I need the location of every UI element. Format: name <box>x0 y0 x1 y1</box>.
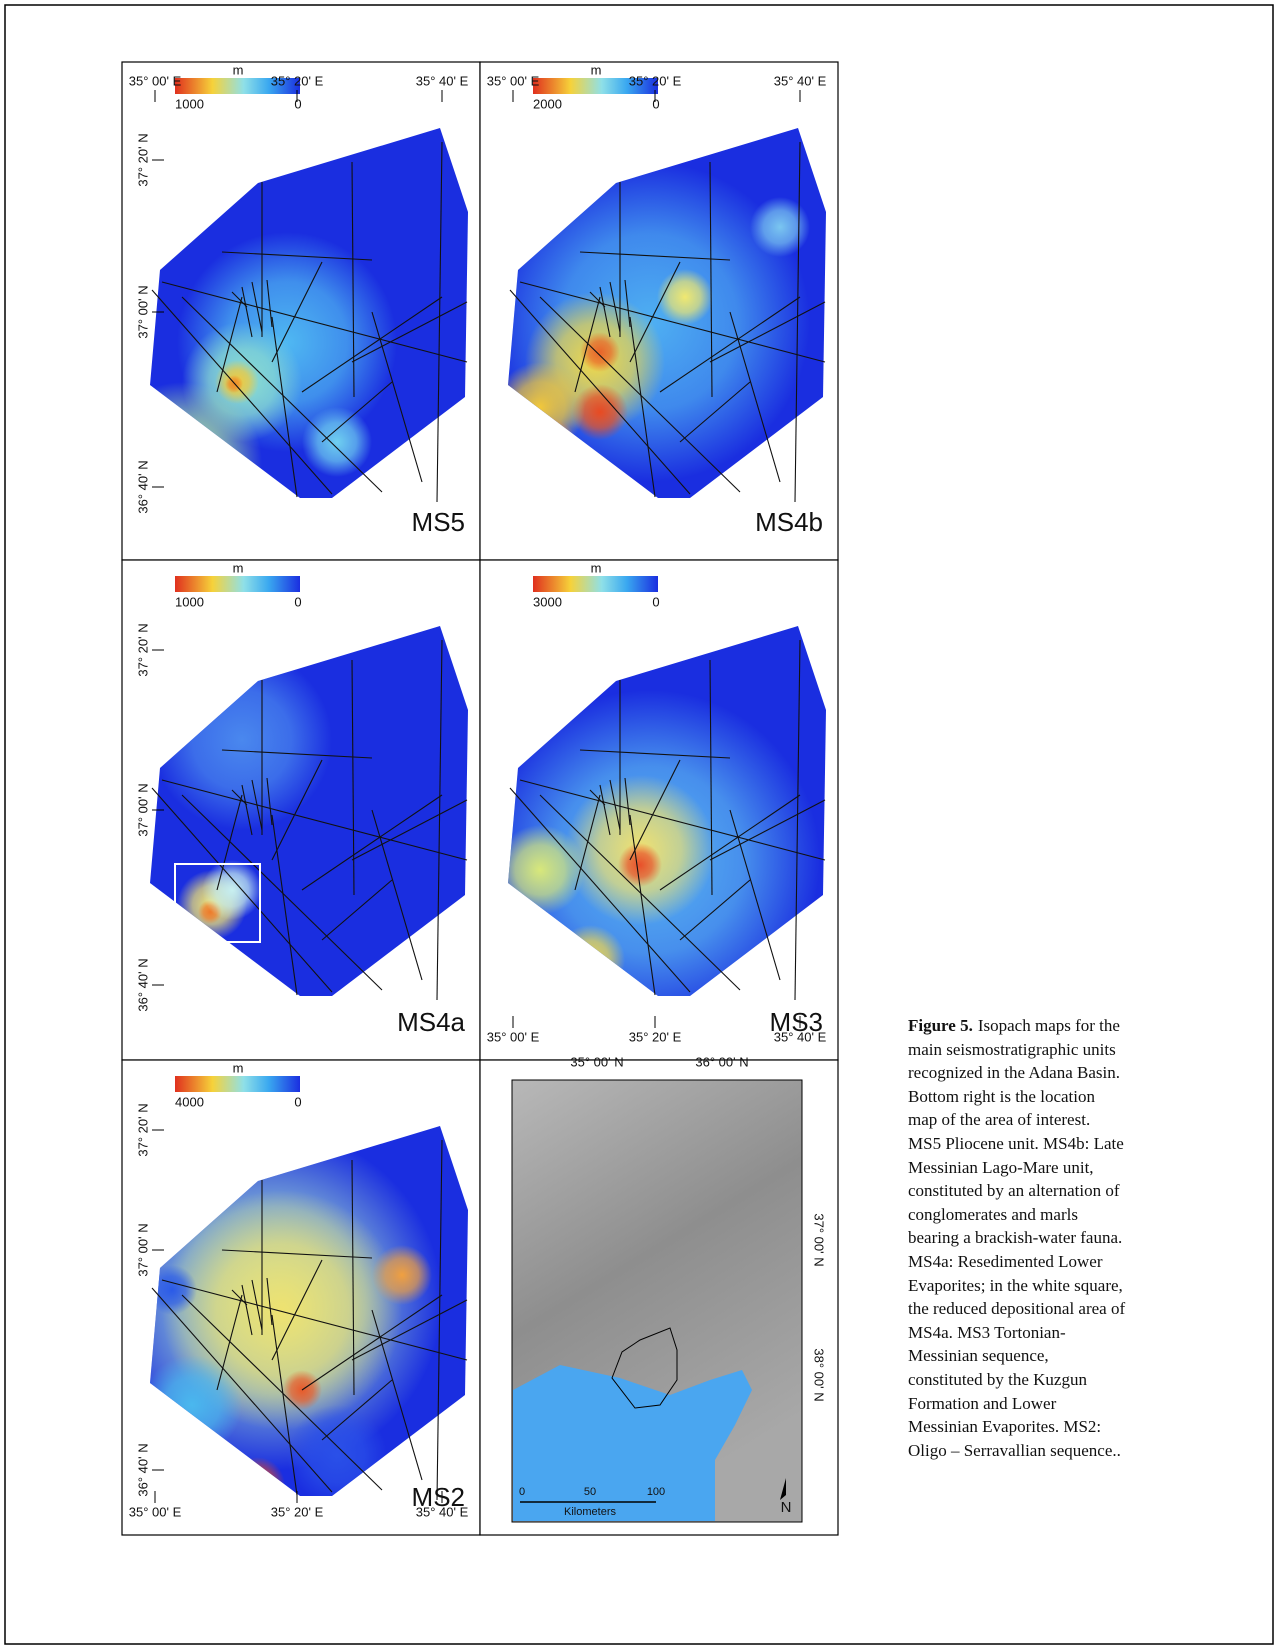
panel-label: MS3 <box>770 1007 823 1037</box>
caption-line: constituted by the Kuzgun <box>908 1370 1087 1389</box>
caption-line: the reduced depositional area of <box>908 1299 1125 1318</box>
caption-line: recognized in the Adana Basin. <box>908 1063 1120 1082</box>
longitude-label: 35° 20' E <box>271 1504 324 1519</box>
colorbar-unit: m <box>233 560 244 575</box>
longitude-label: 35° 20' E <box>271 73 324 88</box>
caption-line: main seismostratigraphic units <box>908 1040 1116 1059</box>
map-panel: m 1000 0 37° 20' N 37° 00' N 36° 40' N MS4a <box>122 560 480 1060</box>
panel-label: MS2 <box>412 1482 465 1512</box>
longitude-label: 35° 20' E <box>629 1029 682 1044</box>
colorbar-min: 0 <box>294 1094 301 1109</box>
colorbar-max: 1000 <box>175 96 204 111</box>
north-label: N <box>781 1499 792 1516</box>
latitude-label: 36° 40' N <box>135 1443 150 1496</box>
caption-line: MS4a: Resedimented Lower <box>908 1252 1103 1271</box>
colorbar-min: 0 <box>652 594 659 609</box>
latitude-label: 36° 40' N <box>135 958 150 1011</box>
longitude-label: 35° 40' E <box>416 73 469 88</box>
scale-label: 100 <box>647 1486 665 1498</box>
caption: Figure 5. Isopach maps for the main seismo… <box>908 1014 1248 1462</box>
caption-line: bearing a brackish-water fauna. <box>908 1228 1122 1247</box>
panel-label: MS4b <box>755 507 823 537</box>
map-longitude-label: 35° 00' N <box>570 1054 623 1069</box>
latitude-label: 37° 00' N <box>135 285 150 338</box>
colorbar-max: 3000 <box>533 594 562 609</box>
map-latitude-label: 38° 00' N <box>812 1348 827 1401</box>
panel-label: MS5 <box>412 507 465 537</box>
longitude-label: 35° 40' E <box>774 73 827 88</box>
scale-label: 0 <box>519 1486 525 1498</box>
caption-line: MS4a. MS3 Tortonian- <box>908 1323 1066 1342</box>
caption-line: Bottom right is the location <box>908 1087 1095 1106</box>
caption-line: Evaporites; in the white square, <box>908 1276 1123 1295</box>
colorbar-unit: m <box>233 62 244 77</box>
caption-line: MS5 Pliocene unit. MS4b: Late <box>908 1134 1124 1153</box>
latitude-label: 37° 00' N <box>135 1223 150 1276</box>
colorbar <box>175 576 300 592</box>
latitude-label: 37° 20' N <box>135 1103 150 1156</box>
caption-line: constituted by an alternation of <box>908 1181 1120 1200</box>
colorbar-max: 4000 <box>175 1094 204 1109</box>
latitude-label: 37° 20' N <box>135 623 150 676</box>
caption-line: Messinian Lago-Mare unit, <box>908 1158 1094 1177</box>
colorbar-unit: m <box>233 1060 244 1075</box>
caption-line: Oligo – Serravallian sequence.. <box>908 1441 1121 1460</box>
caption-line: Isopach maps for the <box>978 1016 1120 1035</box>
map-longitude-label: 36° 00' N <box>695 1054 748 1069</box>
scale-unit: Kilometers <box>564 1506 616 1518</box>
page: m1000035° 00' E35° 20' E35° 40' E37° 20'… <box>0 0 1278 1649</box>
colorbar-max: 2000 <box>533 96 562 111</box>
caption-line: conglomerates and marls <box>908 1205 1078 1224</box>
figure-label: Figure 5. <box>908 1016 973 1035</box>
colorbar <box>175 1076 300 1092</box>
colorbar-min: 0 <box>652 96 659 111</box>
latitude-label: 37° 20' N <box>135 133 150 186</box>
map-panel: m 1000 0 35° 00' E 35° 20' E 35° 40' E 37° 20'… <box>102 62 480 560</box>
caption-line: Messinian Evaporites. MS2: <box>908 1417 1101 1436</box>
caption-line: Formation and Lower <box>908 1394 1056 1413</box>
longitude-label: 35° 00' E <box>487 73 540 88</box>
latitude-label: 36° 40' N <box>135 460 150 513</box>
longitude-label: 35° 00' E <box>487 1029 540 1044</box>
latitude-label: 37° 00' N <box>135 783 150 836</box>
map-latitude-label: 37° 00' N <box>812 1213 827 1266</box>
longitude-label: 35° 20' E <box>629 73 682 88</box>
colorbar <box>533 576 658 592</box>
longitude-label: 35° 00' E <box>129 73 182 88</box>
map-panel: m 2000 0 35° 00' E 35° 20' E 35° 40' E MS4b <box>480 62 838 560</box>
longitude-label: 35° 00' E <box>129 1504 182 1519</box>
colorbar-unit: m <box>591 62 602 77</box>
panel-label: MS4a <box>397 1007 465 1037</box>
scale-label: 50 <box>584 1486 596 1498</box>
caption-line: Messinian sequence, <box>908 1346 1049 1365</box>
colorbar-min: 0 <box>294 96 301 111</box>
colorbar-min: 0 <box>294 594 301 609</box>
caption-line: map of the area of interest. <box>908 1110 1090 1129</box>
location-panel: 35° 00' N 36° 00' N 37° 00' N 38° 00' N 0 50 1… <box>480 1054 838 1535</box>
colorbar-unit: m <box>591 560 602 575</box>
colorbar-max: 1000 <box>175 594 204 609</box>
